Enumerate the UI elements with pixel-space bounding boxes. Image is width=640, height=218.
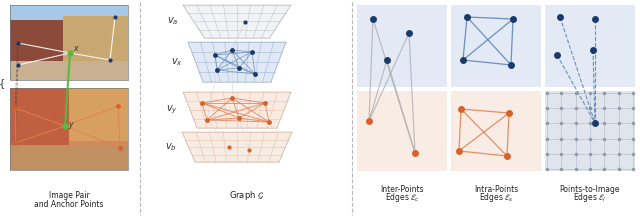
Bar [10,5,128,31]
Text: $x$: $x$ [73,44,80,53]
Text: Edges $\mathcal{E}_s$: Edges $\mathcal{E}_s$ [479,191,513,204]
Bar [10,88,128,170]
Polygon shape [183,92,291,128]
Text: $y$: $y$ [68,120,75,131]
Text: $\mathit{v}_x$: $\mathit{v}_x$ [171,56,183,68]
Bar [10,20,63,80]
Bar [10,5,128,80]
Text: $\mathcal{A}$ {: $\mathcal{A}$ { [0,77,5,91]
Text: Intra-Points: Intra-Points [474,185,518,194]
Text: $\mathit{v}_a$: $\mathit{v}_a$ [166,16,178,27]
Text: Graph $\mathcal{G}$: Graph $\mathcal{G}$ [229,189,264,202]
Bar [451,5,541,87]
Bar [357,5,447,87]
Text: $\mathit{v}_b$: $\mathit{v}_b$ [165,141,177,153]
Bar [545,91,635,171]
Text: Image Pair: Image Pair [49,191,90,200]
Bar [545,5,635,87]
Text: Inter-Points: Inter-Points [380,185,424,194]
Bar [10,61,128,80]
Text: Points-to-Image: Points-to-Image [560,185,620,194]
Bar [451,91,541,171]
Polygon shape [183,5,291,38]
Text: $I_b$: $I_b$ [0,122,2,136]
Bar [69,88,128,141]
Bar [63,16,128,80]
Text: and Anchor Points: and Anchor Points [35,200,104,209]
Bar [10,88,128,170]
Bar [10,88,69,145]
Polygon shape [188,42,286,82]
Bar [10,145,128,170]
Text: $I_a$: $I_a$ [0,39,2,53]
Text: Edges $\mathcal{E}_c$: Edges $\mathcal{E}_c$ [385,191,419,204]
Bar [357,91,447,171]
Text: $\mathit{v}_y$: $\mathit{v}_y$ [166,104,178,116]
Text: Edges $\mathcal{E}_l$: Edges $\mathcal{E}_l$ [573,191,607,204]
Polygon shape [182,132,292,162]
